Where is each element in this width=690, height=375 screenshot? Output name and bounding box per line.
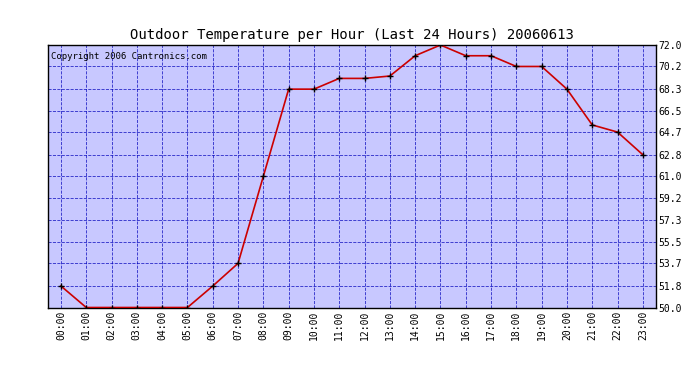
Text: Copyright 2006 Cantronics.com: Copyright 2006 Cantronics.com: [51, 52, 207, 61]
Title: Outdoor Temperature per Hour (Last 24 Hours) 20060613: Outdoor Temperature per Hour (Last 24 Ho…: [130, 28, 574, 42]
